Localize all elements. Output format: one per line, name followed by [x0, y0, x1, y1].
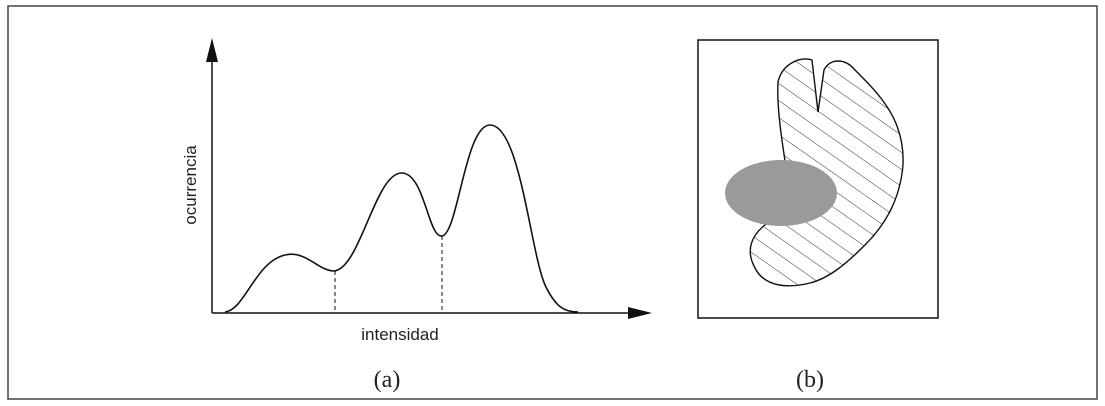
figure: intensidad ocurrencia (a) (b)	[0, 0, 1105, 406]
figure-border	[8, 6, 1097, 399]
y-arrow	[206, 38, 218, 62]
panel-a: intensidad ocurrencia (a)	[181, 38, 652, 393]
x-arrow	[628, 307, 652, 319]
histogram-curve	[225, 125, 578, 312]
caption: (a)	[374, 367, 401, 393]
object-ellipse	[725, 160, 837, 226]
y-label: ocurrencia	[181, 145, 200, 225]
caption: (b)	[796, 367, 824, 393]
panel-b: (b)	[698, 40, 938, 393]
x-label: intensidad	[361, 325, 439, 344]
